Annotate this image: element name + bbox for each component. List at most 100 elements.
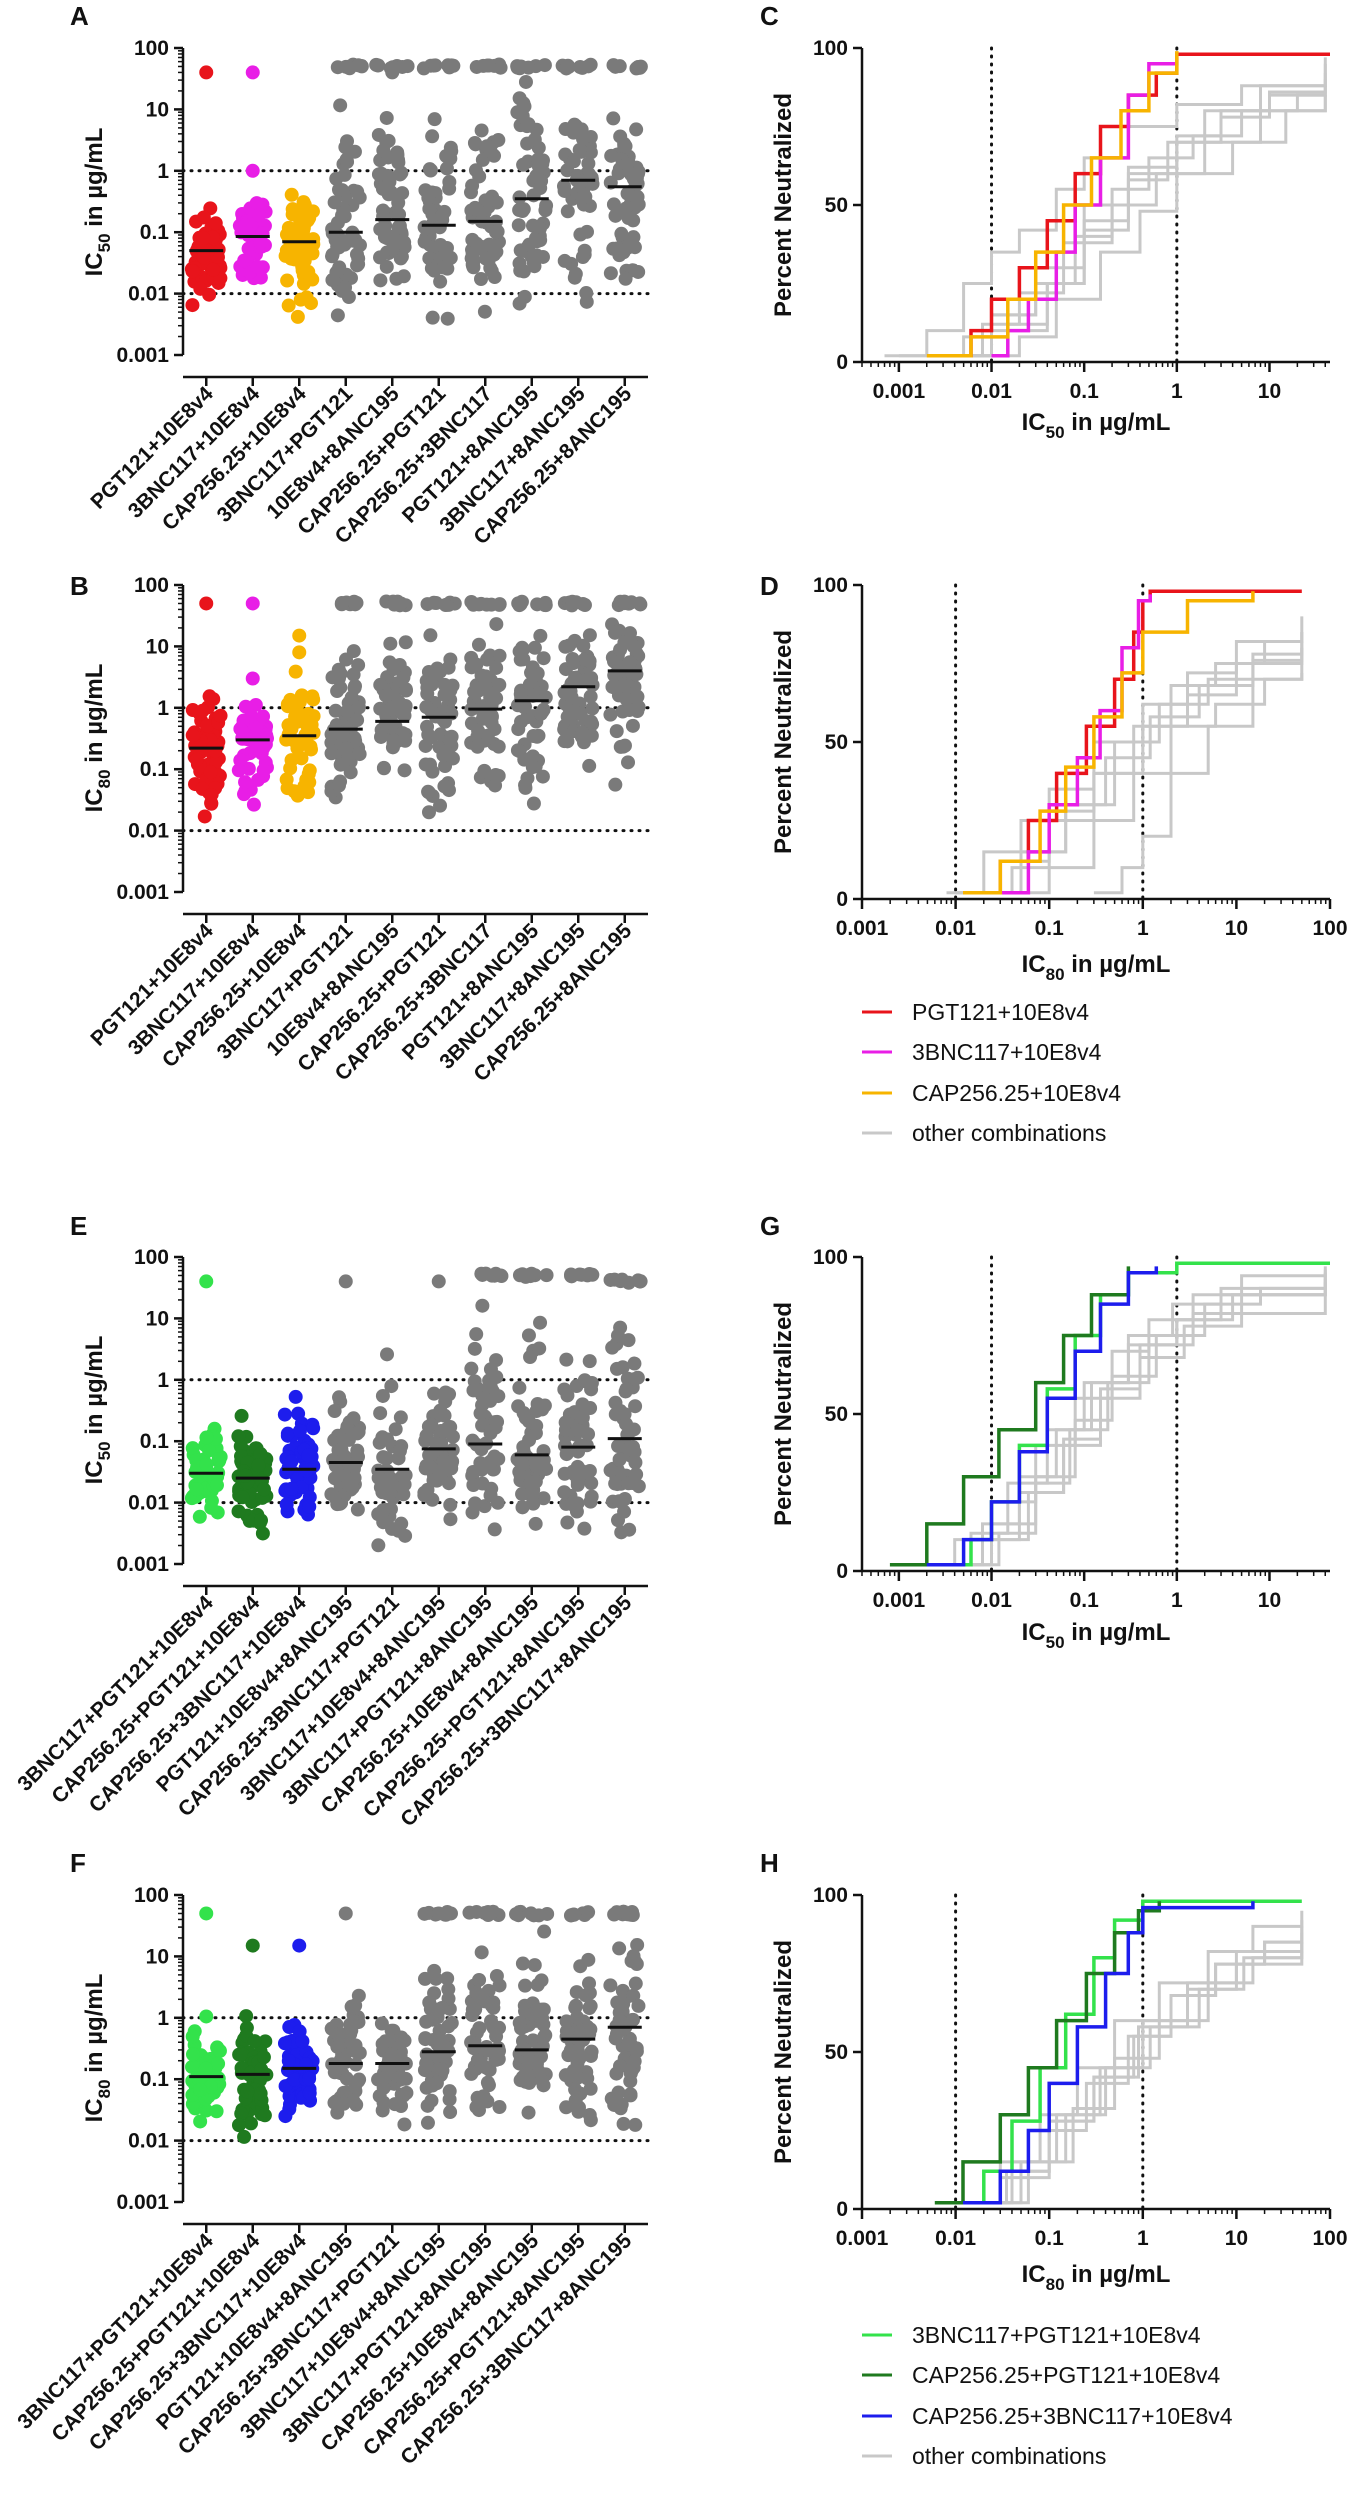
data-point <box>438 1462 453 1477</box>
data-point <box>384 1379 399 1394</box>
y-tick-label: 0.001 <box>116 881 169 904</box>
data-point <box>400 59 415 74</box>
y-axis-title-d: Percent Neutralized <box>770 630 797 854</box>
outlier-point <box>292 628 307 643</box>
data-point <box>202 287 217 302</box>
data-point <box>626 172 641 187</box>
data-point <box>424 677 439 692</box>
data-point <box>443 683 458 698</box>
data-point <box>560 58 575 73</box>
x-tick-label: 0.001 <box>836 917 889 940</box>
data-point <box>382 2064 397 2079</box>
outlier-point <box>245 65 260 80</box>
data-point <box>605 679 620 694</box>
outlier-point <box>245 1938 260 1953</box>
data-point <box>348 679 363 694</box>
data-point <box>339 652 354 667</box>
data-point <box>442 2092 457 2107</box>
data-point <box>430 2031 445 2046</box>
data-point <box>628 1455 643 1470</box>
data-point <box>397 2117 412 2132</box>
data-point <box>526 256 541 271</box>
y-tick-label: 50 <box>825 731 848 754</box>
data-point <box>387 597 402 612</box>
data-point <box>526 1496 541 1511</box>
data-point <box>527 640 542 655</box>
data-point <box>540 1906 555 1921</box>
y-axis-title-b: IC80 in µg/mL <box>81 664 114 813</box>
data-point <box>279 772 294 787</box>
data-point <box>557 1485 572 1500</box>
y-tick-label: 0.001 <box>116 2191 169 2214</box>
data-point <box>468 163 483 178</box>
data-point <box>278 2109 293 2124</box>
y-tick-label: 0 <box>836 2198 848 2221</box>
data-point <box>621 755 636 770</box>
data-point <box>618 139 633 154</box>
x-tick-label: 100 <box>1312 917 1347 940</box>
data-point <box>574 1438 589 1453</box>
data-point <box>427 1963 442 1978</box>
data-point <box>581 1905 596 1920</box>
x-tick-label: 0.1 <box>1070 1589 1100 1612</box>
x-axis-title-g: IC50 in µg/mL <box>1022 1619 1171 1652</box>
data-point <box>393 1410 408 1425</box>
panel-letter-d: D <box>760 571 779 601</box>
data-point <box>470 203 485 218</box>
series-line-other-combinations <box>943 1279 1327 1567</box>
data-point <box>475 1476 490 1491</box>
data-point <box>251 1458 266 1473</box>
data-point <box>469 1327 484 1342</box>
data-point <box>393 2070 408 2085</box>
data-point <box>606 58 621 73</box>
data-point <box>433 274 448 289</box>
data-point <box>567 270 582 285</box>
data-point <box>614 1525 629 1540</box>
data-point <box>618 271 633 286</box>
data-point <box>515 1500 530 1515</box>
data-point <box>332 1390 347 1405</box>
data-point <box>557 734 572 749</box>
data-point <box>419 2014 434 2029</box>
data-point <box>621 1333 636 1348</box>
data-point <box>536 2017 551 2032</box>
data-point <box>617 738 632 753</box>
data-point <box>376 1503 391 1518</box>
data-point <box>209 2104 224 2119</box>
data-point <box>537 1924 552 1939</box>
data-point <box>481 194 496 209</box>
data-point <box>440 1971 455 1986</box>
data-point <box>385 242 400 257</box>
data-point <box>391 155 406 170</box>
data-point <box>380 1347 395 1362</box>
y-tick-label: 100 <box>813 574 848 597</box>
series-line-other-combinations <box>963 1282 1327 1567</box>
series-line-other-combinations <box>943 73 1327 358</box>
data-point <box>533 1315 548 1330</box>
legend-top: PGT121+10E8v4 3BNC117+10E8v4 CAP256.25+1… <box>862 999 1121 1146</box>
data-point <box>632 60 647 75</box>
data-point <box>629 2044 644 2059</box>
data-point <box>199 1457 214 1472</box>
data-point <box>485 2019 500 2034</box>
data-point <box>619 1382 634 1397</box>
outlier-point <box>199 596 214 611</box>
data-point <box>391 220 406 235</box>
data-point <box>536 2078 551 2093</box>
data-point <box>568 2000 583 2015</box>
data-point <box>630 1937 645 1952</box>
data-point <box>196 230 211 245</box>
data-point <box>582 2108 597 2123</box>
data-point <box>429 2076 444 2091</box>
data-point <box>531 2064 546 2079</box>
data-point <box>633 1274 648 1289</box>
data-point <box>253 1513 268 1528</box>
panel-letter-b: B <box>70 571 89 601</box>
x-tick-label: 10 <box>1225 917 1248 940</box>
data-point <box>231 763 246 778</box>
data-point <box>567 704 582 719</box>
data-point <box>523 1476 538 1491</box>
data-point <box>474 123 489 138</box>
data-point <box>570 1459 585 1474</box>
data-point <box>287 784 302 799</box>
